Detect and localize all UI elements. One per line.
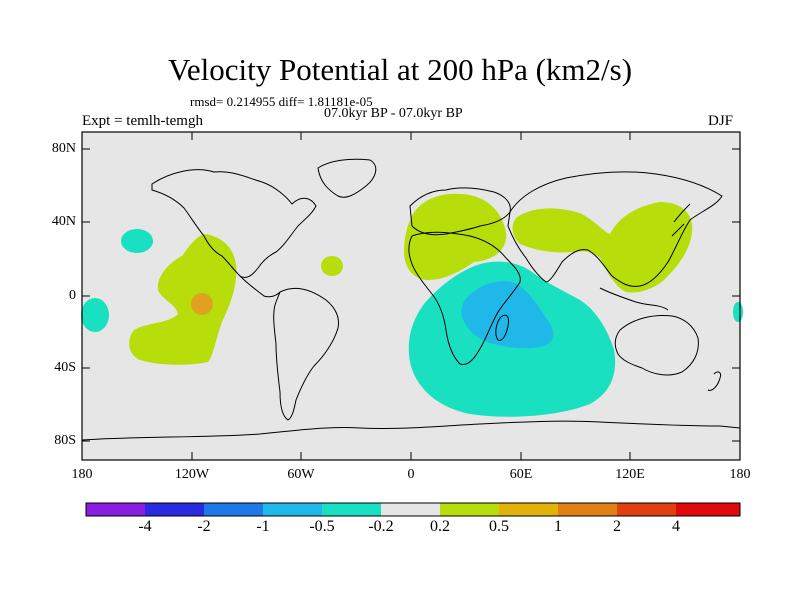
coast-africa (408, 231, 521, 365)
negative-core-indian-ocean (461, 281, 554, 349)
coast-japan (671, 203, 691, 237)
x-label-0: 0 (407, 467, 415, 482)
plot-title: Velocity Potential at 200 hPa (km2/s) (167, 52, 633, 87)
colorbar-box-5 (381, 503, 440, 516)
period-text: 07.0kyr BP - 07.0kyr BP (324, 106, 463, 121)
coastlines (81, 158, 741, 441)
coast-south-america (273, 287, 339, 421)
colorbar-outline (85, 502, 741, 517)
stats-text: rmsd= 0.214955 diff= 1.81181e-05 (190, 94, 373, 109)
y-label-80s: 80S (54, 433, 76, 448)
colorbar-label-9: 4 (672, 518, 680, 535)
positive-core-east-pacific (191, 293, 213, 315)
coast-asia (507, 171, 723, 287)
coast-southeast-asia (599, 287, 669, 311)
coast-central-america (239, 275, 281, 298)
positive-patch-atlantic (321, 256, 343, 276)
x-label-120e: 120E (615, 467, 645, 482)
coast-greenland (317, 158, 377, 198)
colorbar-box-1 (145, 503, 204, 516)
colorbar-label-5: 0.2 (430, 518, 450, 535)
colorbar-box-4 (322, 503, 381, 516)
colorbar-box-10 (676, 503, 740, 516)
colorbar-box-9 (617, 503, 676, 516)
colorbar-label-4: -0.2 (368, 518, 394, 535)
colorbar-label-8: 2 (613, 518, 621, 535)
coast-new-zealand (707, 371, 721, 391)
positive-region-europe (404, 193, 507, 280)
x-label-120w: 120W (174, 467, 210, 482)
colorbar-box-7 (499, 503, 558, 516)
colorbar-box-6 (440, 503, 499, 516)
colorbar-box-3 (263, 503, 322, 516)
negative-patch-pacific (121, 229, 153, 253)
colorbar-box-8 (558, 503, 617, 516)
colorbar-box-2 (204, 503, 263, 516)
negative-patch-dateline-west (81, 298, 109, 332)
negative-patch-dateline-east (733, 302, 743, 322)
coast-north-america (151, 169, 317, 279)
colorbar-label-2: -1 (256, 518, 270, 535)
colorbar-label-3: -0.5 (309, 518, 335, 535)
experiment-label: Expt = temlh-temgh (82, 113, 203, 129)
anomaly-fields (81, 193, 743, 417)
x-label-180-east: 180 (729, 467, 751, 482)
x-label-60w: 60W (287, 467, 315, 482)
season-label: DJF (708, 113, 734, 129)
colorbar-label-1: -2 (197, 518, 211, 535)
colorbar (85, 502, 741, 517)
x-label-60e: 60E (509, 467, 533, 482)
y-label-0: 0 (69, 288, 76, 303)
colorbar-label-0: -4 (138, 518, 152, 535)
colorbar-label-7: 1 (554, 518, 562, 535)
coast-madagascar (495, 314, 509, 341)
y-label-40n: 40N (51, 214, 76, 229)
positive-region-east-pacific (129, 234, 237, 365)
colorbar-box-0 (86, 503, 145, 516)
y-label-80n: 80N (51, 141, 76, 156)
x-label-180-west: 180 (71, 467, 93, 482)
coast-antarctica (81, 420, 741, 441)
y-label-40s: 40S (54, 360, 76, 375)
axis-ticks (81, 132, 741, 460)
colorbar-label-6: 0.5 (489, 518, 509, 535)
coast-australia (614, 315, 699, 376)
positive-region-asia (512, 202, 693, 293)
